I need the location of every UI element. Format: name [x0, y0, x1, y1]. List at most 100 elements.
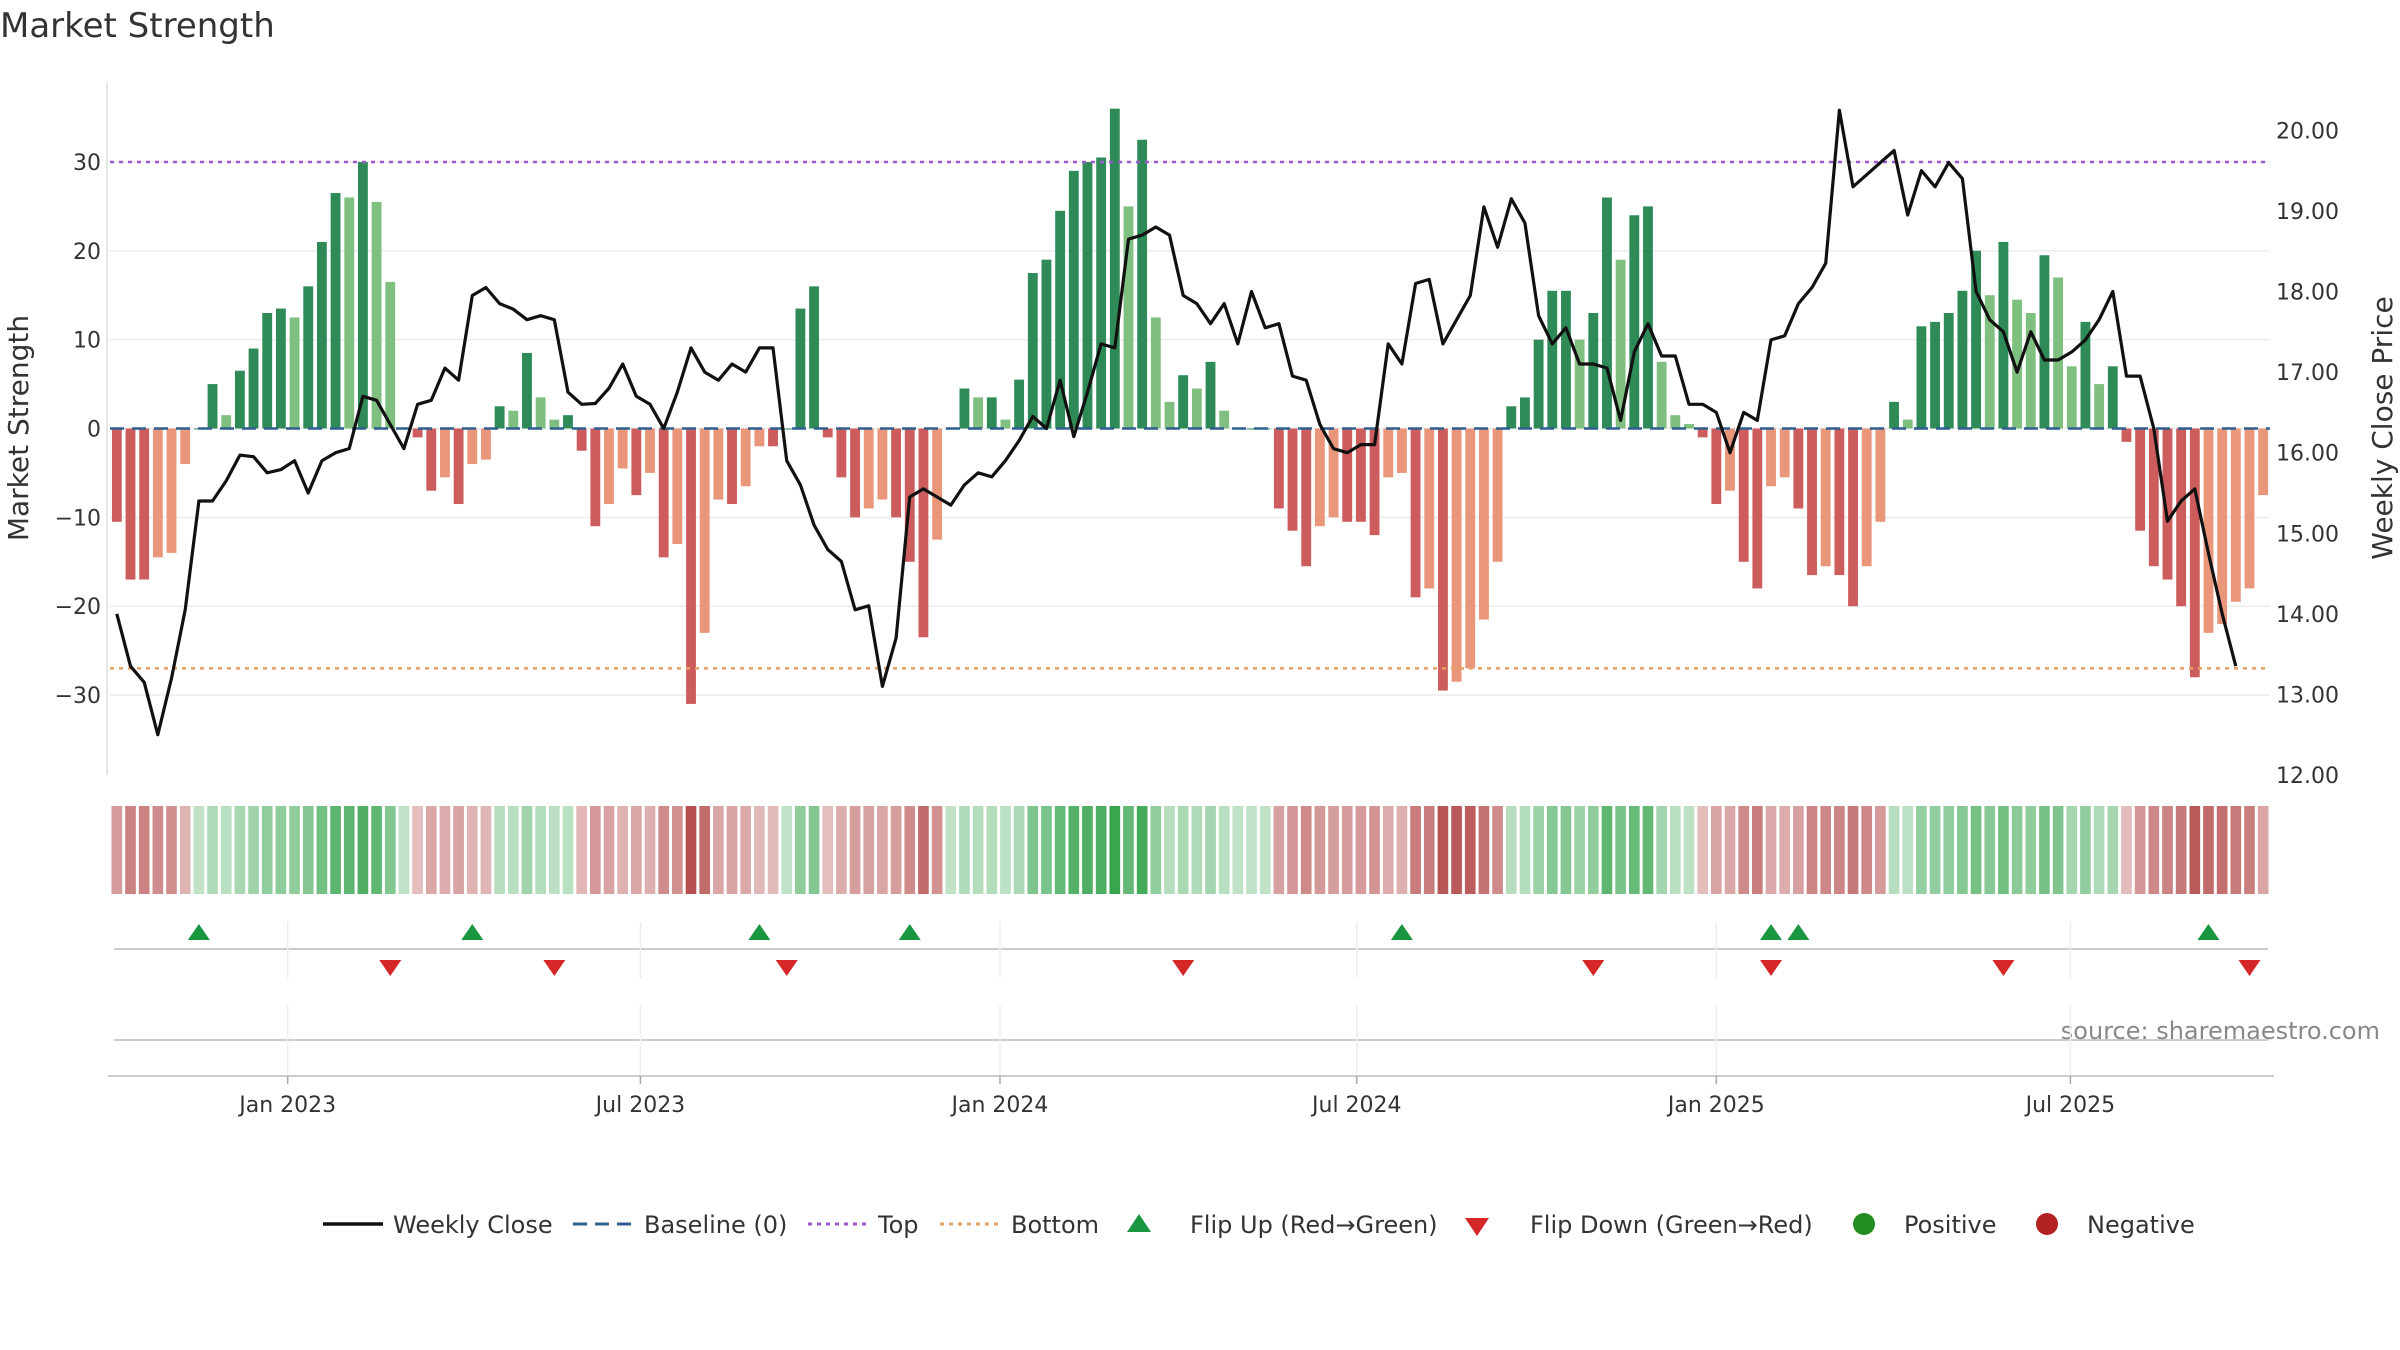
heat-cell — [1970, 806, 1982, 894]
heat-cell — [617, 806, 628, 894]
heat-cell — [425, 806, 437, 894]
heat-cell — [2216, 806, 2228, 894]
strength-bar — [1902, 419, 1913, 429]
heat-cell — [234, 806, 246, 894]
heat-cell — [453, 806, 464, 894]
strength-bar — [1273, 428, 1284, 509]
strength-bar — [1301, 428, 1312, 567]
heat-cell — [302, 806, 314, 894]
strength-bar — [1150, 317, 1161, 429]
heat-cell — [1300, 806, 1312, 894]
strength-bar — [686, 428, 696, 704]
heat-cell — [2011, 806, 2023, 894]
strength-bar — [1355, 428, 1366, 522]
heat-cell — [2203, 806, 2214, 894]
heat-cell — [535, 806, 546, 894]
heat-cell — [1382, 806, 1394, 894]
heat-cell — [1861, 806, 1873, 894]
heat-cell — [1587, 806, 1599, 894]
heat-cell — [1136, 806, 1148, 894]
strength-bar — [1410, 428, 1421, 598]
heat-cell — [1082, 806, 1093, 894]
heat-cell — [1847, 806, 1859, 894]
strength-bar — [822, 428, 833, 438]
flip-down-marker — [775, 960, 798, 976]
legend-bottom-label: Bottom — [1011, 1211, 1099, 1239]
heat-cell — [1041, 806, 1052, 894]
strength-bar — [262, 313, 273, 429]
flip-up-marker — [1787, 924, 1810, 940]
heat-cell — [2257, 806, 2269, 894]
heat-cell — [1451, 806, 1462, 894]
heat-cell — [1697, 806, 1708, 894]
strength-bar — [986, 397, 997, 429]
heat-cell — [248, 806, 259, 894]
strength-bar — [1766, 428, 1776, 487]
flip-down-marker — [1760, 960, 1783, 976]
heat-cell — [1957, 806, 1968, 894]
heat-cell — [767, 806, 779, 894]
flip-down-marker — [1172, 960, 1195, 976]
heat-cell — [644, 806, 656, 894]
strength-bar — [1465, 428, 1476, 669]
left-axis-title: Market Strength — [2, 315, 35, 541]
strength-bar — [371, 201, 382, 429]
strength-bar — [576, 428, 587, 451]
heat-cell — [795, 806, 806, 894]
strength-bar — [1684, 424, 1694, 429]
heat-cell — [261, 806, 273, 894]
heat-cell — [877, 806, 888, 894]
heat-cell — [2175, 806, 2187, 894]
heat-cell — [2134, 806, 2146, 894]
heat-cell — [1109, 806, 1121, 894]
heat-cell — [986, 806, 998, 894]
y2-tick-label: 13.00 — [2276, 683, 2339, 708]
y2-tick-label: 20.00 — [2276, 119, 2339, 144]
heat-cell — [316, 806, 328, 894]
heat-cell — [2066, 806, 2078, 894]
flip-up-marker — [2197, 924, 2220, 940]
heat-cell — [193, 806, 205, 894]
strength-bar — [863, 428, 874, 509]
strength-bar — [959, 388, 970, 429]
heat-cell — [1123, 806, 1134, 894]
heat-cell — [603, 806, 615, 894]
flip-up-marker — [1390, 924, 1413, 940]
strength-bar — [2244, 428, 2255, 589]
heat-cell — [1943, 806, 1955, 894]
legend-flip-down: Flip Down (Green→Red) — [1465, 1211, 1813, 1239]
heat-cell — [2162, 806, 2173, 894]
heat-cell — [1683, 806, 1695, 894]
strength-bar — [645, 428, 655, 473]
heat-cell — [1505, 806, 1517, 894]
heat-cell — [2093, 806, 2105, 894]
strength-bar — [2217, 428, 2228, 624]
strength-bar — [494, 406, 505, 429]
heat-cell — [357, 806, 369, 894]
heat-cell — [2107, 806, 2119, 894]
strength-bar — [1629, 215, 1640, 429]
y-tick-label: 0 — [87, 418, 101, 443]
strength-bar — [1000, 419, 1011, 429]
legend-flip-down-label: Flip Down (Green→Red) — [1530, 1211, 1813, 1239]
reference-lines — [110, 160, 2270, 670]
heat-cell — [2244, 806, 2255, 894]
heat-cell — [1615, 806, 1626, 894]
heat-cell — [1574, 806, 1585, 894]
strength-bar — [1793, 428, 1804, 509]
strength-bar — [1520, 397, 1530, 429]
strength-bar — [2162, 428, 2173, 580]
strength-bar — [850, 428, 860, 518]
y-tick-label: −20 — [55, 595, 101, 620]
strength-bar — [1082, 161, 1093, 429]
strength-bar — [658, 428, 669, 558]
x-axis-ticks: Jan 2023 Jul 2023 Jan 2024 Jul 2024 Jan 2025… — [237, 1076, 2115, 1118]
y2-tick-label: 17.00 — [2276, 361, 2339, 386]
strength-bar — [1369, 428, 1380, 536]
strength-bar — [303, 286, 314, 429]
strength-bar — [2025, 313, 2036, 429]
heat-cell — [384, 806, 396, 894]
heat-cell — [521, 806, 533, 894]
heat-cell — [1834, 806, 1845, 894]
strength-bar — [2176, 428, 2187, 607]
